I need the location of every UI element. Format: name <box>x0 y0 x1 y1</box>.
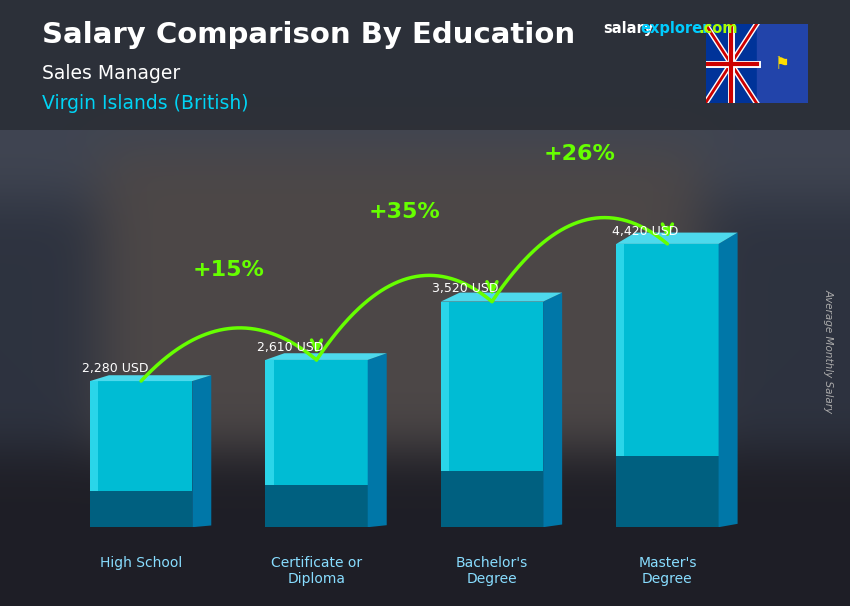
Bar <box>265 360 368 527</box>
Text: Certificate or
Diploma: Certificate or Diploma <box>271 556 362 586</box>
Text: Sales Manager: Sales Manager <box>42 64 181 82</box>
Text: Average Monthly Salary: Average Monthly Salary <box>824 290 834 413</box>
Bar <box>441 471 543 527</box>
Text: 2,610 USD: 2,610 USD <box>257 341 323 353</box>
Polygon shape <box>192 375 212 527</box>
Bar <box>616 244 625 456</box>
Bar <box>441 302 449 471</box>
Bar <box>90 491 192 527</box>
Bar <box>616 244 718 527</box>
Text: Virgin Islands (British): Virgin Islands (British) <box>42 94 249 113</box>
Bar <box>265 485 368 527</box>
Bar <box>616 456 718 527</box>
Polygon shape <box>543 293 562 527</box>
Bar <box>90 381 98 491</box>
Bar <box>265 360 274 485</box>
Text: High School: High School <box>100 556 182 570</box>
Bar <box>441 302 543 527</box>
Polygon shape <box>441 293 562 302</box>
Text: explorer: explorer <box>640 21 710 36</box>
Text: 4,420 USD: 4,420 USD <box>612 224 678 238</box>
Text: Salary Comparison By Education: Salary Comparison By Education <box>42 21 575 49</box>
Text: 3,520 USD: 3,520 USD <box>433 282 499 295</box>
Text: ⚑: ⚑ <box>774 55 790 73</box>
Text: salary: salary <box>604 21 654 36</box>
Polygon shape <box>368 353 387 527</box>
Text: Master's
Degree: Master's Degree <box>638 556 697 586</box>
Polygon shape <box>616 233 738 244</box>
Text: +35%: +35% <box>368 202 440 222</box>
Bar <box>756 24 808 103</box>
Text: +26%: +26% <box>544 144 615 164</box>
Polygon shape <box>265 353 387 360</box>
Bar <box>90 381 192 527</box>
Text: +15%: +15% <box>193 260 264 280</box>
Text: Bachelor's
Degree: Bachelor's Degree <box>456 556 528 586</box>
Polygon shape <box>718 233 738 527</box>
Text: .com: .com <box>699 21 738 36</box>
Text: 2,280 USD: 2,280 USD <box>82 362 148 375</box>
Polygon shape <box>90 375 212 381</box>
